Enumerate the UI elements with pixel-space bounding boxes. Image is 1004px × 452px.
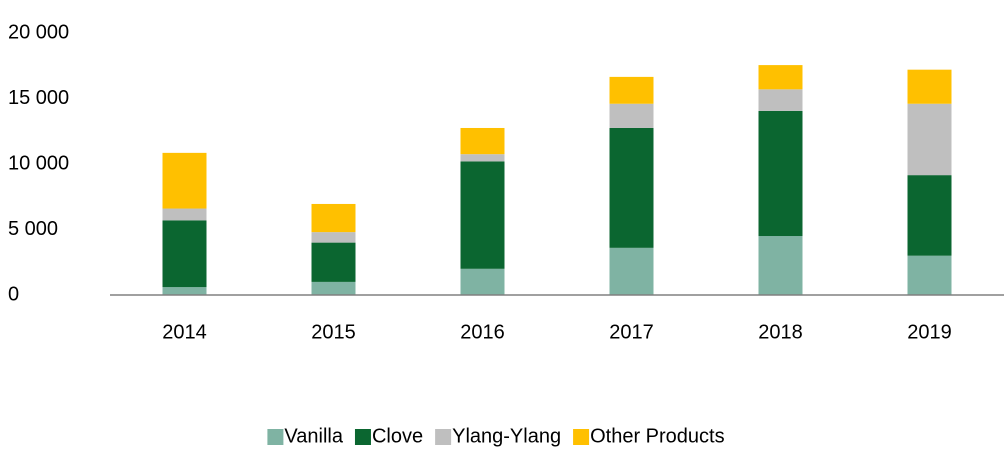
bar-segment bbox=[609, 127, 654, 248]
legend-label: Clove bbox=[372, 425, 423, 447]
legend-swatch bbox=[435, 429, 452, 445]
bar-segment bbox=[758, 89, 803, 111]
bar-segment bbox=[162, 287, 207, 295]
bar-segment bbox=[311, 242, 356, 282]
bar-segment bbox=[609, 247, 654, 295]
bar-segment bbox=[907, 103, 952, 176]
y-tick-label: 15 000 bbox=[8, 87, 69, 109]
bar-segment bbox=[460, 161, 505, 269]
x-tick-label: 2016 bbox=[460, 321, 505, 343]
bar-segment bbox=[758, 110, 803, 237]
x-tick-label: 2014 bbox=[162, 321, 207, 343]
bar-segment bbox=[162, 220, 207, 288]
bar-segment bbox=[460, 268, 505, 295]
y-tick-label: 10 000 bbox=[8, 152, 69, 174]
y-tick-label: 0 bbox=[8, 283, 19, 305]
bar-segment bbox=[162, 152, 207, 209]
legend-swatch bbox=[267, 429, 284, 445]
bar-segment bbox=[907, 255, 952, 295]
bar-segment bbox=[907, 69, 952, 104]
legend-swatch bbox=[354, 429, 371, 445]
bar-segment bbox=[460, 127, 505, 155]
legend-swatch bbox=[573, 429, 590, 445]
bar-segment bbox=[609, 103, 654, 128]
legend-label: Vanilla bbox=[284, 425, 343, 447]
legend-label: Ylang-Ylang bbox=[452, 425, 561, 447]
y-tick-label: 20 000 bbox=[8, 21, 69, 43]
x-tick-label: 2015 bbox=[311, 321, 356, 343]
bar-segment bbox=[609, 76, 654, 104]
bar-segment bbox=[758, 65, 803, 90]
y-tick-label: 5 000 bbox=[8, 218, 58, 240]
x-tick-label: 2017 bbox=[609, 321, 654, 343]
legend-label: Other Products bbox=[590, 425, 725, 447]
bar-segment bbox=[758, 236, 803, 295]
bar-segment bbox=[311, 232, 356, 243]
x-tick-label: 2019 bbox=[907, 321, 952, 343]
bar-segment bbox=[162, 208, 207, 221]
bar-segment bbox=[311, 203, 356, 233]
bar-segment bbox=[907, 175, 952, 256]
x-tick-label: 2018 bbox=[758, 321, 803, 343]
bar-segment bbox=[460, 154, 505, 162]
bar-segment bbox=[311, 281, 356, 295]
